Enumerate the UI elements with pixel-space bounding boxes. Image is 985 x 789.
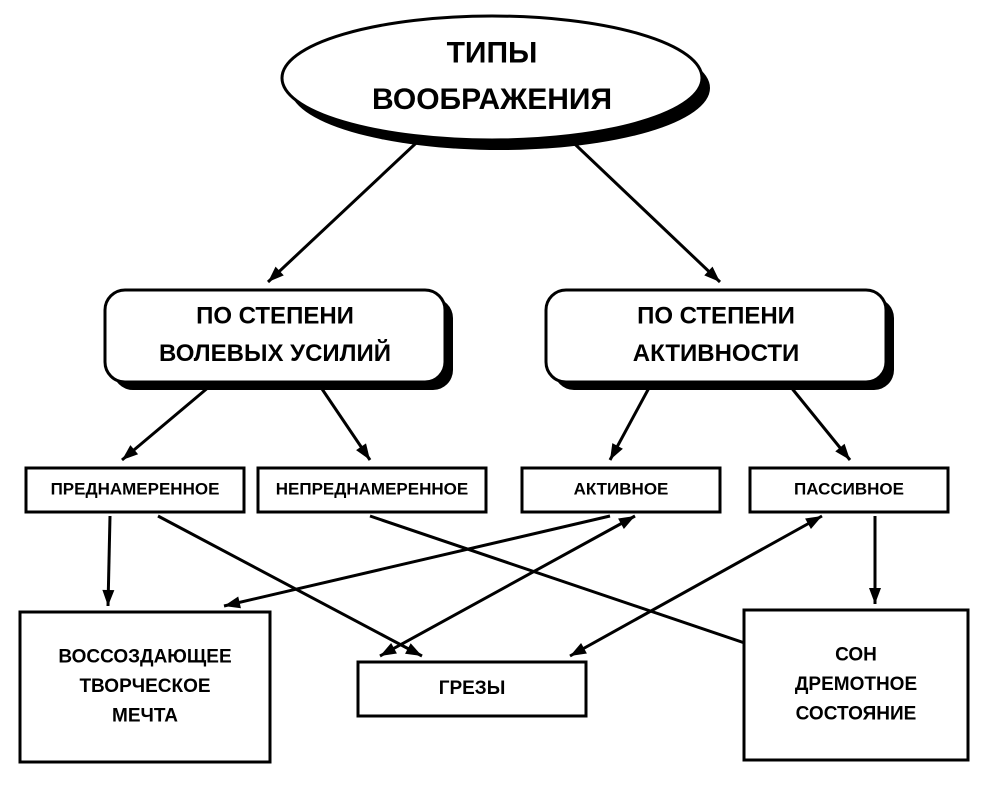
arrowhead-icon [356,443,370,460]
level2_right-label: АКТИВНОСТИ [633,340,799,367]
vossozd-label: МЕЧТА [112,705,178,726]
arrowhead-icon [618,516,635,529]
arrowhead-icon [610,443,623,460]
passivnoe-label: ПАССИВНОЕ [794,479,904,498]
arrowhead-icon [102,590,114,606]
arrowhead-icon [570,643,587,656]
son-label: СОСТОЯНИЕ [796,703,917,724]
edge [268,130,430,282]
grezy-label: ГРЕЗЫ [439,678,506,699]
aktivnoe-label: АКТИВНОЕ [574,479,669,498]
vossozd-label: ТВОРЧЕСКОЕ [79,676,210,697]
level2_right-label: ПО СТЕПЕНИ [637,303,795,330]
arrowhead-icon [380,643,397,656]
edge [122,386,210,460]
son-label: СОН [835,645,877,666]
neprednamerennoe-label: НЕПРЕДНАМЕРЕННОЕ [276,479,468,498]
son-label: ДРЕМОТНОЕ [795,674,917,695]
prednamerennoe-label: ПРЕДНАМЕРЕННОЕ [51,479,220,498]
vossozd-label: ВОССОЗДАЮЩЕЕ [58,647,231,668]
title-label: ТИПЫ [447,37,538,70]
arrowhead-icon [805,516,822,529]
title-label: ВООБРАЖЕНИЯ [372,83,612,116]
edge [380,516,635,656]
edge [370,516,783,656]
edge [560,130,720,282]
title [282,16,702,140]
level2_left-label: ПО СТЕПЕНИ [196,303,354,330]
arrowhead-icon [405,643,422,656]
arrowhead-icon [869,588,881,604]
level2_left-label: ВОЛЕВЫХ УСИЛИЙ [159,339,391,367]
